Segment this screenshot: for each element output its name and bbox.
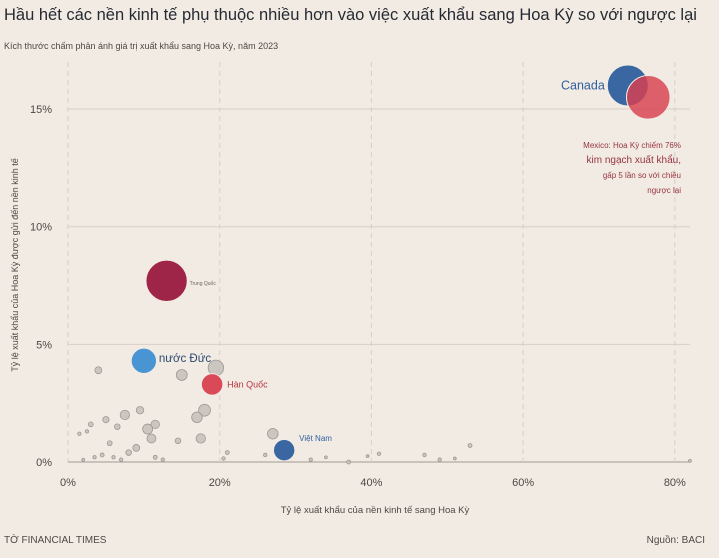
data-point-other bbox=[195, 433, 206, 444]
data-point-china bbox=[145, 259, 188, 302]
label-canada: Canada bbox=[561, 79, 605, 93]
data-point-other bbox=[77, 431, 82, 436]
data-point-other bbox=[84, 429, 90, 434]
data-point-other bbox=[324, 455, 328, 460]
data-point-other bbox=[81, 457, 85, 462]
data-point-vietnam bbox=[273, 439, 296, 462]
x-tick-label: 0% bbox=[60, 477, 76, 489]
annotation-mexico-line: gấp 5 lần so với chiều bbox=[603, 171, 681, 180]
data-point-other bbox=[106, 440, 113, 447]
data-point-other bbox=[160, 457, 165, 462]
data-point-other bbox=[267, 428, 279, 440]
y-tick-label: 5% bbox=[36, 339, 52, 351]
data-point-korea bbox=[200, 373, 224, 396]
data-point-other bbox=[365, 454, 370, 458]
data-point-other bbox=[99, 452, 105, 458]
data-point-other bbox=[152, 454, 158, 460]
data-point-other bbox=[346, 459, 352, 465]
data-point-germany bbox=[130, 347, 158, 374]
data-point-other bbox=[94, 366, 103, 375]
data-point-other bbox=[102, 416, 110, 424]
data-point-other bbox=[150, 419, 160, 429]
x-tick-label: 80% bbox=[664, 477, 686, 489]
data-point-other bbox=[191, 411, 203, 423]
data-point-other bbox=[224, 450, 230, 455]
y-tick-label: 0% bbox=[36, 457, 52, 469]
label-germany: nước Đức bbox=[159, 353, 212, 365]
y-tick-label: 15% bbox=[30, 104, 52, 116]
publisher-credit: TỜ FINANCIAL TIMES bbox=[4, 535, 107, 546]
data-point-other bbox=[174, 437, 182, 445]
x-tick-label: 40% bbox=[360, 477, 382, 489]
data-point-other bbox=[422, 452, 427, 458]
label-china: Trung Quốc bbox=[190, 281, 217, 287]
data-point-other bbox=[119, 409, 130, 421]
data-point-other bbox=[132, 444, 141, 452]
data-point-other bbox=[111, 455, 116, 460]
data-point-other bbox=[125, 449, 132, 456]
data-point-other bbox=[198, 403, 211, 417]
x-tick-label: 60% bbox=[512, 477, 534, 489]
data-point-mexico bbox=[625, 74, 671, 120]
data-point-other bbox=[92, 455, 97, 460]
data-point-other bbox=[142, 423, 154, 435]
chart-subtitle: Kích thước chấm phản ánh giá trị xuất kh… bbox=[4, 41, 279, 51]
data-point-other bbox=[453, 456, 457, 461]
data-point-other bbox=[263, 452, 268, 458]
data-point-other bbox=[688, 459, 692, 463]
x-tick-label: 20% bbox=[209, 477, 231, 489]
data-point-other bbox=[376, 451, 382, 456]
annotation-mexico-line: kim ngạch xuất khẩu, bbox=[587, 154, 682, 166]
x-axis-label: Tỷ lệ xuất khẩu của nền kinh tế sang Hoa… bbox=[280, 505, 470, 516]
data-point-other bbox=[221, 456, 226, 461]
data-point-other bbox=[175, 369, 188, 381]
label-vietnam: Việt Nam bbox=[299, 434, 332, 443]
source-note: Nguồn: BACI bbox=[646, 535, 705, 546]
data-point-other bbox=[118, 457, 124, 462]
data-point-other bbox=[135, 406, 145, 415]
annotation-mexico-line: ngược lại bbox=[647, 186, 681, 195]
chart-title: Hầu hết các nền kinh tế phụ thuộc nhiều … bbox=[4, 6, 697, 24]
y-tick-label: 10% bbox=[30, 222, 52, 234]
data-point-other bbox=[114, 423, 121, 430]
data-point-other bbox=[308, 457, 313, 462]
data-point-other bbox=[146, 433, 157, 444]
data-point-other bbox=[437, 457, 442, 462]
data-point-other bbox=[87, 421, 94, 428]
annotation-mexico-line: Mexico: Hoa Kỳ chiếm 76% bbox=[583, 141, 681, 150]
data-point-other bbox=[467, 443, 473, 448]
label-korea: Hàn Quốc bbox=[227, 379, 268, 389]
